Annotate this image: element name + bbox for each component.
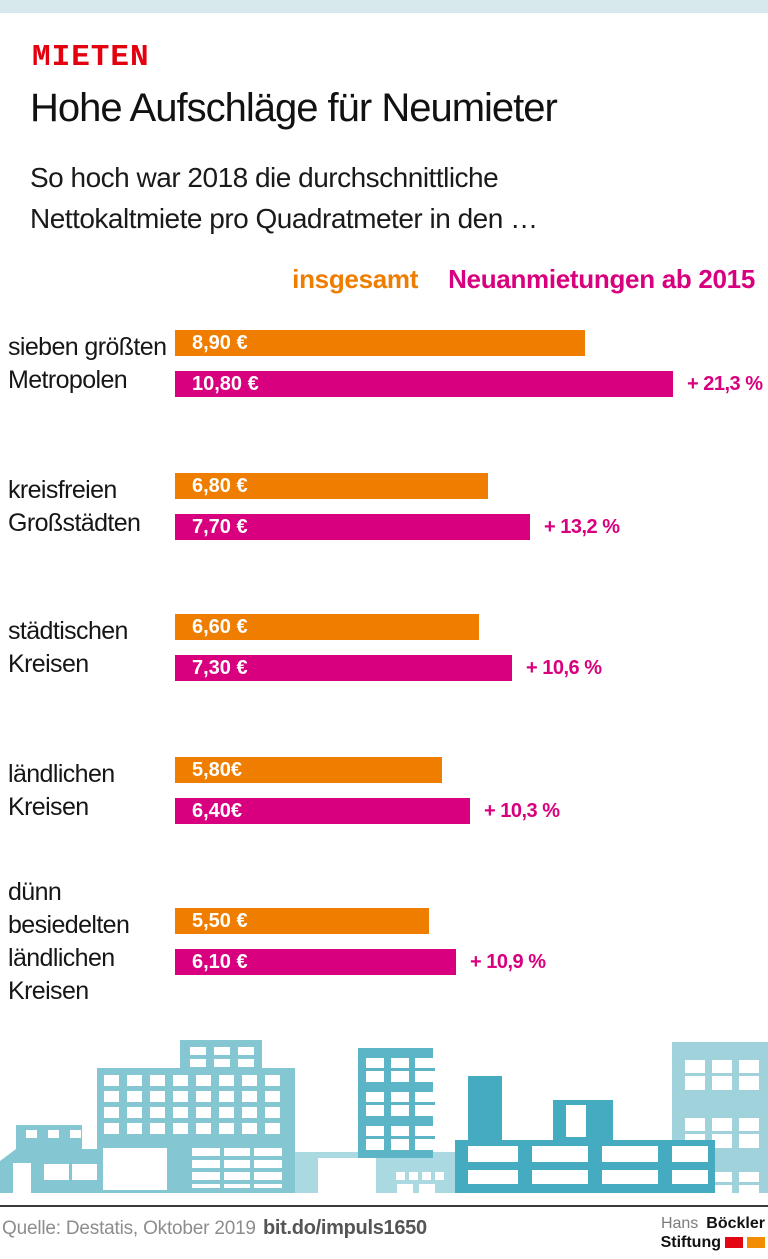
category-label-line: Metropolen bbox=[8, 365, 128, 394]
building-left-low bbox=[0, 1125, 100, 1193]
logo-boeckler: Böckler bbox=[706, 1215, 765, 1232]
building-pavilion bbox=[285, 1152, 455, 1193]
bar-value-label: 6,60 € bbox=[192, 616, 248, 638]
bar-insgesamt: 5,50 € bbox=[175, 908, 429, 934]
bar-value-label: 10,80 € bbox=[192, 373, 259, 395]
building-right-tall bbox=[672, 1042, 768, 1193]
category-label: ländlichen Kreisen bbox=[8, 758, 115, 824]
delta-label: + 13,2 % bbox=[544, 516, 620, 538]
logo-orange-square bbox=[747, 1237, 765, 1248]
category-label-line: Kreisen bbox=[8, 792, 89, 821]
building-large-office bbox=[97, 1040, 295, 1193]
bar-neuanmietungen: 7,30 € bbox=[175, 655, 512, 681]
bar-neuanmietungen: 6,10 € bbox=[175, 949, 456, 975]
bar-insgesamt: 6,60 € bbox=[175, 614, 479, 640]
category-label-line: Kreisen bbox=[8, 976, 89, 1005]
header-accent-band bbox=[0, 0, 768, 13]
legend-insgesamt: insgesamt bbox=[292, 264, 419, 294]
building-three-floor bbox=[358, 1048, 435, 1158]
page-title: Hohe Aufschläge für Neumieter bbox=[30, 86, 558, 130]
bar-neuanmietungen: 6,40€ bbox=[175, 798, 470, 824]
hans-boeckler-stiftung-logo: Hans Böckler Stiftung bbox=[661, 1214, 765, 1252]
bar-neuanmietungen: 7,70 € bbox=[175, 514, 530, 540]
category-label: sieben größten Metropolen bbox=[8, 331, 167, 397]
bar-value-label: 6,40€ bbox=[192, 800, 243, 822]
city-skyline-illustration bbox=[0, 1040, 768, 1193]
legend-neuanmietungen: Neuanmietungen ab 2015 bbox=[448, 264, 755, 294]
bar-value-label: 6,80 € bbox=[192, 475, 248, 497]
bar-insgesamt: 5,80€ bbox=[175, 757, 442, 783]
category-label-line: Kreisen bbox=[8, 649, 89, 678]
bar-value-label: 5,50 € bbox=[192, 910, 248, 932]
delta-label: + 10,3 % bbox=[484, 800, 560, 822]
bar-value-label: 8,90 € bbox=[192, 332, 248, 354]
delta-label: + 21,3 % bbox=[687, 373, 763, 395]
source-text: Quelle: Destatis, Oktober 2019 bbox=[2, 1218, 256, 1239]
bar-value-label: 7,30 € bbox=[192, 657, 248, 679]
bar-value-label: 5,80€ bbox=[192, 759, 243, 781]
delta-label: + 10,6 % bbox=[526, 657, 602, 679]
subtitle-line-1: So hoch war 2018 die durchschnittliche bbox=[30, 162, 499, 193]
category-label-line: kreisfreien bbox=[8, 475, 117, 504]
bar-insgesamt: 8,90 € bbox=[175, 330, 585, 356]
category-label-line: ländlichen bbox=[8, 759, 115, 788]
legend: insgesamt Neuanmietungen ab 2015 bbox=[292, 264, 755, 295]
category-label-line: ländlichen bbox=[8, 943, 115, 972]
footer-divider bbox=[0, 1205, 768, 1207]
subtitle: So hoch war 2018 die durchschnittliche N… bbox=[30, 157, 538, 239]
bar-chart: sieben größten Metropolen 8,90 € 10,80 € + 2… bbox=[8, 330, 763, 1008]
category-label-line: städtischen bbox=[8, 616, 128, 645]
bar-value-label: 6,10 € bbox=[192, 951, 248, 973]
category-label: städtischen Kreisen bbox=[8, 615, 128, 681]
category-label: kreisfreien Großstädten bbox=[8, 474, 141, 540]
impuls-link[interactable]: bit.do/impuls1650 bbox=[263, 1217, 427, 1239]
kicker-label: MIETEN bbox=[32, 40, 150, 75]
logo-stiftung: Stiftung bbox=[660, 1234, 721, 1251]
logo-hans: Hans bbox=[660, 1215, 699, 1232]
building-factory bbox=[455, 1076, 715, 1193]
subtitle-line-2: Nettokaltmiete pro Quadratmeter in den … bbox=[30, 203, 538, 234]
category-label-line: dünn bbox=[8, 877, 62, 906]
bar-neuanmietungen: 10,80 € bbox=[175, 371, 673, 397]
delta-label: + 10,9 % bbox=[470, 951, 546, 973]
category-label-line: sieben größten bbox=[8, 332, 167, 361]
bar-value-label: 7,70 € bbox=[192, 516, 248, 538]
category-label-line: Großstädten bbox=[8, 508, 141, 537]
logo-red-square bbox=[725, 1237, 743, 1248]
category-label: dünn besiedelten ländlichen Kreisen bbox=[8, 876, 130, 1008]
category-label-line: besiedelten bbox=[8, 910, 130, 939]
bar-insgesamt: 6,80 € bbox=[175, 473, 488, 499]
